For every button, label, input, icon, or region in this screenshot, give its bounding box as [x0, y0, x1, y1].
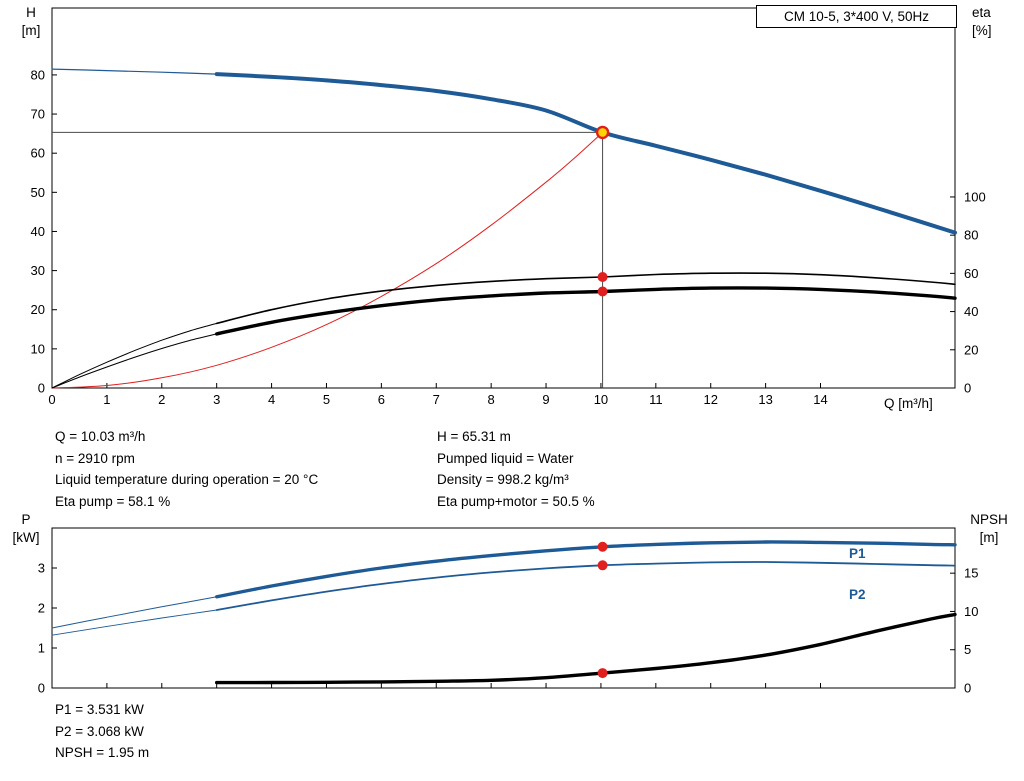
eta-axis-label: eta [%] — [972, 4, 1016, 40]
eta-pump-motor-point — [597, 286, 608, 297]
p1-curve-label: P1 — [849, 546, 866, 561]
eta-pump-motor-curve — [215, 286, 957, 336]
y-right-tick-label: 20 — [964, 342, 978, 357]
y-left-tick-label: 60 — [31, 146, 45, 161]
system-curve — [51, 131, 604, 389]
y-left-tick-label: 80 — [31, 67, 45, 82]
y-right-tick-label: 80 — [964, 228, 978, 243]
y-left-tick-label: 50 — [31, 185, 45, 200]
x-tick-label: 4 — [268, 392, 275, 407]
p2-curve-lowflow — [51, 609, 218, 636]
y-left-tick-label: 70 — [31, 107, 45, 122]
npsh-point — [597, 668, 608, 679]
x-tick-label: 7 — [433, 392, 440, 407]
eta-pump-curve — [215, 272, 956, 325]
y-right-tick-label: 100 — [964, 189, 986, 204]
p2-point — [597, 560, 608, 571]
eta-axis-symbol: eta — [972, 5, 991, 20]
info-line-h: H = 65.31 m — [437, 429, 511, 444]
eta-pump-point — [597, 271, 608, 282]
hq-curve-lowflow — [51, 68, 218, 75]
info-line-p2: P2 = 3.068 kW — [55, 723, 144, 739]
p1-curve-lowflow — [51, 596, 218, 629]
x-tick-label: 6 — [378, 392, 385, 407]
info-line-q: Q = 10.03 m³/h — [55, 429, 146, 444]
p1-curve — [215, 540, 957, 599]
info-line-temperature: Liquid temperature during operation = 20… — [55, 472, 319, 487]
x-tick-label: 2 — [158, 392, 165, 407]
y-left-tick-label: 30 — [31, 263, 45, 278]
y-left-tick-label: 2 — [38, 601, 45, 616]
y-right-tick-label: 10 — [964, 604, 978, 619]
info-line-eta-pump: Eta pump = 58.1 % — [55, 493, 171, 509]
y-left-tick-label: 20 — [31, 302, 45, 317]
p2-curve — [215, 561, 956, 611]
p2-curve-label: P2 — [849, 587, 866, 602]
p-axis-symbol: P — [21, 512, 31, 527]
x-tick-label: 9 — [542, 392, 549, 407]
y-right-tick-label: 0 — [964, 681, 971, 696]
x-tick-label: 0 — [48, 392, 55, 407]
x-tick-label: 12 — [703, 392, 717, 407]
y-right-tick-label: 0 — [964, 381, 971, 396]
duty-info-left: Q = 10.03 m³/h n = 2910 rpm Liquid tempe… — [55, 426, 318, 512]
y-right-tick-label: 15 — [964, 566, 978, 581]
x-tick-label: 13 — [758, 392, 772, 407]
y-right-tick-label: 60 — [964, 266, 978, 281]
y-left-tick-label: 10 — [31, 341, 45, 356]
y-left-tick-label: 0 — [38, 681, 45, 696]
y-right-tick-label: 40 — [964, 304, 978, 319]
p-axis-unit: [kW] — [12, 530, 40, 545]
y-left-tick-label: 0 — [38, 381, 45, 396]
y-right-tick-label: 5 — [964, 642, 971, 657]
power-npsh-chart: 0 1 2 3 0 5 10 15 — [38, 527, 978, 696]
y-left-tick-label: 1 — [38, 641, 45, 656]
y-left-tick-label: 3 — [38, 561, 45, 576]
info-line-speed: n = 2910 rpm — [55, 450, 135, 466]
npsh-axis-symbol: NPSH — [970, 512, 1008, 527]
hq-eta-chart-frame — [51, 7, 956, 389]
h-axis-unit: [m] — [21, 23, 41, 38]
q-axis-label: Q [m³/h] — [884, 396, 933, 411]
y-left-tick-label: 40 — [31, 224, 45, 239]
info-line-eta-total: Eta pump+motor = 50.5 % — [437, 493, 595, 509]
x-tick-label: 3 — [213, 392, 220, 407]
info-line-p1: P1 = 3.531 kW — [55, 702, 144, 717]
hq-curve — [214, 72, 957, 235]
duty-info-right: H = 65.31 m Pumped liquid = Water Densit… — [437, 426, 595, 512]
x-tick-label: 8 — [488, 392, 495, 407]
x-tick-label: 1 — [103, 392, 110, 407]
npsh-axis-unit: [m] — [979, 530, 999, 545]
hq-eta-chart: 0 1 2 3 4 5 6 7 8 9 10 11 12 13 1401020304050607080020… — [31, 7, 986, 407]
pump-title-box: CM 10-5, 3*400 V, 50Hz — [756, 5, 957, 28]
h-axis-symbol: H — [26, 5, 36, 20]
p-axis-label: P [kW] — [6, 511, 46, 547]
duty-point — [595, 125, 610, 140]
info-line-npsh: NPSH = 1.95 m — [55, 745, 150, 760]
eta-pump-motor-curve-lowflow — [51, 333, 218, 389]
eta-pump-curve-lowflow — [51, 322, 218, 389]
x-tick-label: 14 — [813, 392, 827, 407]
npsh-curve — [215, 612, 957, 685]
h-axis-label: H [m] — [14, 4, 48, 40]
x-tick-label: 11 — [649, 392, 663, 407]
pump-title: CM 10-5, 3*400 V, 50Hz — [783, 9, 930, 24]
power-info: P1 = 3.531 kW P2 = 3.068 kW NPSH = 1.95 … — [55, 699, 149, 764]
power-npsh-chart-frame — [51, 527, 956, 689]
eta-axis-unit: [%] — [972, 23, 992, 38]
info-line-liquid: Pumped liquid = Water — [437, 450, 574, 466]
x-tick-label: 5 — [323, 392, 330, 407]
x-tick-label: 10 — [594, 392, 608, 407]
npsh-axis-label: NPSH [m] — [960, 511, 1018, 547]
info-line-density: Density = 998.2 kg/m³ — [437, 472, 569, 487]
p1-point — [597, 541, 608, 552]
